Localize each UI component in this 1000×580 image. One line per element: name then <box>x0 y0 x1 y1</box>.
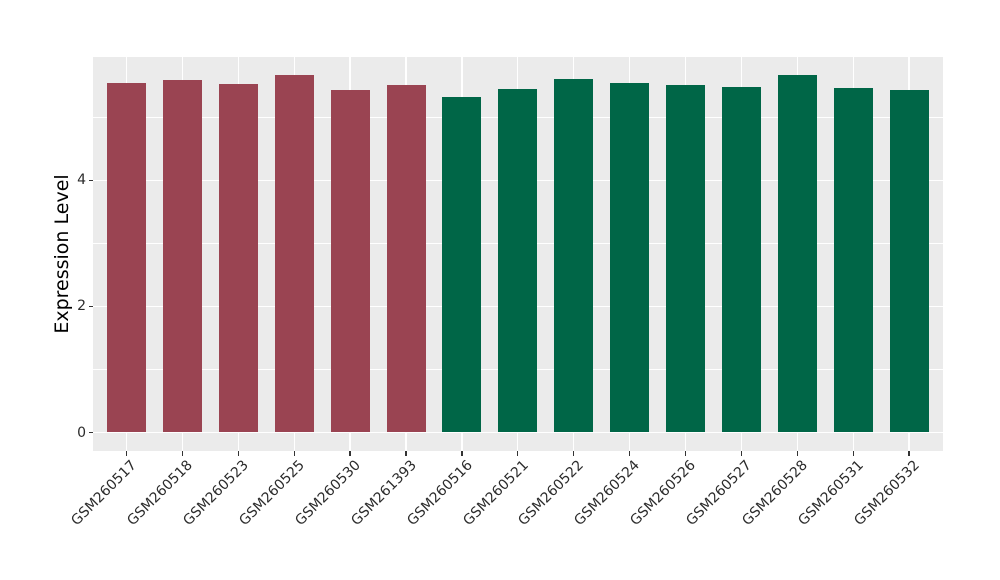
x-tick-mark <box>852 451 854 456</box>
bar-GSM260521 <box>498 89 538 433</box>
y-tick-label: 0 <box>77 424 86 441</box>
bar-GSM260527 <box>721 86 761 433</box>
bar-GSM260518 <box>162 79 202 433</box>
x-tick-mark <box>181 451 184 456</box>
x-tick-mark <box>461 451 463 456</box>
x-tick-mark <box>628 451 631 456</box>
x-tick-mark <box>573 451 575 456</box>
plot-panel <box>93 57 943 451</box>
x-tick-mark <box>517 451 519 456</box>
x-tick-mark <box>349 451 351 456</box>
bar-GSM260530 <box>330 90 370 433</box>
x-tick-mark <box>740 451 743 456</box>
x-tick-mark <box>684 451 687 456</box>
x-tick-mark <box>405 451 407 456</box>
bar-GSM260526 <box>666 85 705 433</box>
bar-GSM260516 <box>442 96 482 433</box>
bar-GSM260525 <box>274 74 314 433</box>
x-tick-mark <box>237 451 239 456</box>
y-tick-mark <box>88 179 93 182</box>
bar-GSM260517 <box>107 82 146 433</box>
bar-GSM260522 <box>554 79 594 433</box>
x-tick-mark <box>293 451 295 456</box>
bar-GSM260531 <box>833 87 873 433</box>
y-axis-title: Expression Level <box>51 174 73 334</box>
y-tick-mark <box>88 305 93 308</box>
bar-GSM260528 <box>777 75 817 433</box>
y-tick-mark <box>88 431 93 434</box>
y-tick-label: 4 <box>77 172 86 189</box>
x-tick-mark <box>908 451 910 456</box>
bar-GSM260523 <box>218 84 258 433</box>
bar-GSM261393 <box>386 84 426 433</box>
y-tick-label: 2 <box>77 298 86 315</box>
bar-GSM260524 <box>610 83 650 433</box>
x-tick-mark <box>796 451 798 456</box>
x-tick-mark <box>125 451 128 456</box>
bar-GSM260532 <box>889 90 929 433</box>
